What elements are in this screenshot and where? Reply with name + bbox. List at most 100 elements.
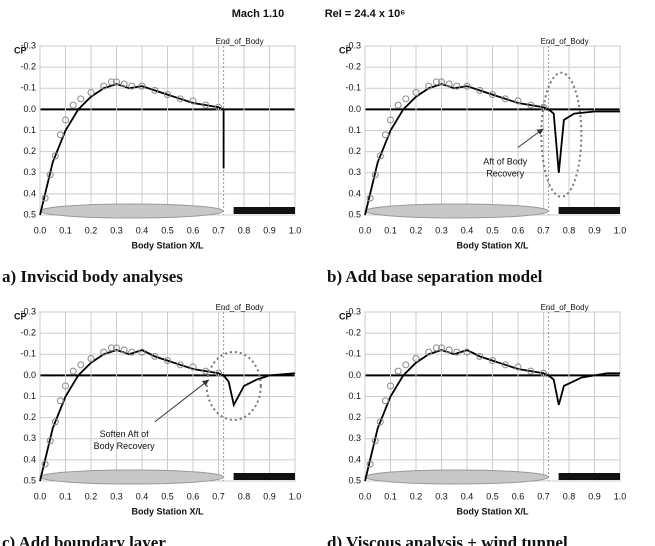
x-tick-label: 0.2: [85, 225, 98, 235]
wind-tunnel-point: [381, 131, 389, 139]
arrow-head: [536, 128, 544, 135]
annotation: Aft of Body: [483, 157, 528, 167]
y-tick-label: -0.2: [345, 62, 361, 72]
wind-tunnel-point: [376, 418, 384, 426]
cp-line: [364, 349, 620, 482]
header-reynolds: ReI = 24.4 x 10⁶: [325, 8, 406, 20]
y-tick-label: -0.1: [345, 83, 361, 93]
y-tick-label: 0.3: [348, 433, 361, 443]
x-tick-label: 0.6: [512, 491, 525, 501]
wind-tunnel-point: [476, 352, 484, 360]
wind-tunnel-point: [527, 101, 535, 109]
wind-tunnel-point: [107, 78, 115, 86]
highlight-ellipse: [205, 350, 262, 421]
wind-tunnel-point: [489, 357, 496, 365]
x-tick-label: 0.9: [588, 225, 601, 235]
wind-tunnel-point: [514, 97, 522, 105]
x-tick-label: 0.7: [537, 225, 550, 235]
wind-tunnel-point: [463, 82, 471, 90]
x-tick-label: 0.7: [537, 491, 550, 501]
wind-tunnel-point: [151, 352, 159, 360]
arrow-head: [201, 379, 209, 386]
y-tick-label: 0.2: [348, 146, 361, 156]
x-tick-label: 0.3: [435, 491, 448, 501]
wind-tunnel-point: [46, 171, 54, 179]
wind-tunnel-point: [394, 367, 402, 375]
y-tick-label: 0.1: [348, 391, 361, 401]
y-tick-label: 0.0: [23, 104, 36, 114]
x-tick-label: 0.0: [359, 225, 372, 235]
x-tick-label: 0.8: [563, 491, 576, 501]
wind-tunnel-point: [501, 95, 509, 103]
x-tick-label: 0.4: [461, 491, 474, 501]
wind-tunnel-point: [501, 361, 509, 369]
x-tick-label: 0.5: [161, 491, 174, 501]
wind-tunnel-point: [176, 95, 184, 103]
x-tick-label: 0.5: [486, 491, 499, 501]
x-tick-label: 0.9: [588, 491, 601, 501]
x-tick-label: 0.0: [34, 225, 47, 235]
wind-tunnel-point: [151, 86, 159, 94]
wind-tunnel-point: [432, 344, 440, 352]
x-tick-label: 0.3: [110, 491, 123, 501]
y-tick-label: 0.5: [348, 475, 361, 485]
sting: [233, 473, 295, 480]
x-tick-label: 0.9: [263, 491, 276, 501]
wind-tunnel-point: [138, 82, 146, 90]
x-tick-label: 1.0: [614, 491, 627, 501]
x-tick-label: 0.8: [238, 225, 251, 235]
wind-tunnel-point: [366, 460, 374, 468]
wind-tunnel-point: [77, 361, 85, 369]
wind-tunnel-point: [215, 103, 222, 111]
x-tick-label: 0.1: [384, 491, 397, 501]
body-shape: [39, 203, 225, 219]
y-tick-label: 0.4: [23, 188, 36, 198]
wind-tunnel-point: [41, 460, 49, 468]
x-tick-label: 0.7: [212, 225, 225, 235]
end-of-body-label: End_of_Body: [541, 303, 589, 312]
x-tick-label: 0.9: [263, 225, 276, 235]
caption: a) Inviscid body analyses: [2, 267, 183, 286]
wind-tunnel-point: [445, 346, 453, 354]
x-tick-label: 0.1: [59, 225, 72, 235]
x-tick-label: 1.0: [289, 225, 302, 235]
wind-tunnel-point: [514, 363, 522, 371]
x-tick-label: 0.4: [461, 225, 474, 235]
y-tick-label: -0.2: [20, 62, 36, 72]
y-axis-label: CP: [339, 45, 352, 55]
y-tick-label: 0.4: [348, 188, 361, 198]
annotation: Recovery: [486, 169, 525, 179]
x-tick-label: 1.0: [614, 225, 627, 235]
y-tick-label: 0.1: [23, 391, 36, 401]
y-axis-label: CP: [14, 45, 27, 55]
y-tick-label: 0.1: [23, 125, 36, 135]
wind-tunnel-point: [366, 194, 374, 202]
wind-tunnel-point: [56, 397, 64, 405]
y-tick-label: 0.1: [348, 125, 361, 135]
y-axis-label: CP: [14, 311, 27, 321]
y-tick-label: 0.4: [23, 454, 36, 464]
x-axis-label: Body Station X/L: [457, 506, 530, 516]
wind-tunnel-point: [540, 369, 547, 377]
wind-tunnel-point: [87, 88, 95, 96]
wind-tunnel-point: [438, 344, 445, 352]
wind-tunnel-point: [371, 437, 379, 445]
y-tick-label: -0.1: [20, 83, 36, 93]
header-mach: Mach 1.10: [232, 8, 285, 20]
wind-tunnel-point: [402, 361, 410, 369]
x-tick-label: 0.8: [238, 491, 251, 501]
x-axis-label: Body Station X/L: [132, 506, 205, 516]
wind-tunnel-point: [164, 357, 171, 365]
end-of-body-label: End_of_Body: [216, 37, 264, 46]
wind-tunnel-point: [107, 344, 115, 352]
y-tick-label: 0.5: [348, 209, 361, 219]
wind-tunnel-point: [453, 82, 461, 90]
cp-line: [364, 83, 620, 216]
y-tick-label: -0.3: [20, 306, 36, 316]
y-tick-label: 0.0: [348, 104, 361, 114]
wind-tunnel-point: [387, 116, 394, 124]
x-tick-label: 0.7: [212, 491, 225, 501]
x-tick-label: 0.0: [359, 491, 372, 501]
wind-tunnel-point: [438, 78, 445, 86]
